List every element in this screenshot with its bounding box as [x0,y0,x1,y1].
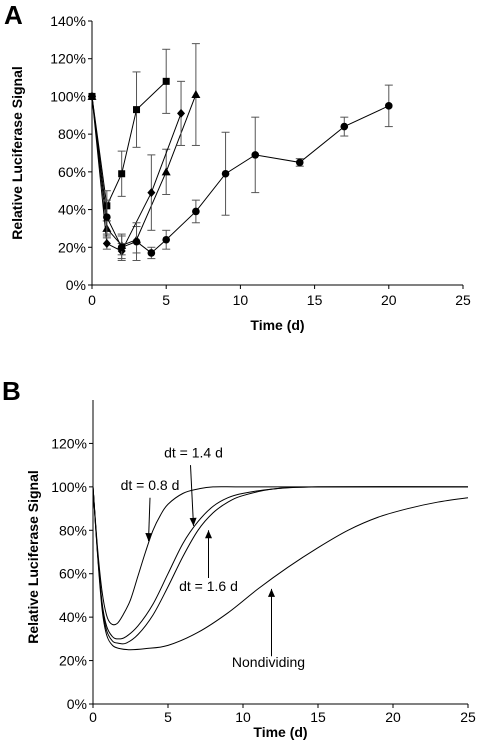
panel-a-point-square [162,77,170,85]
panel-a-y-tick-label: 140% [50,13,86,29]
panel-a-point-circle [103,213,111,221]
panel-b-y-axis-label: Relative Luciferase Signal [25,470,41,644]
panel-a-point-circle [117,243,126,252]
panel-b-y-tick-label: 60% [59,566,87,582]
panel-b-x-tick-label: 0 [89,709,97,725]
panel-a-point-circle [340,122,349,131]
panel-a-point-diamond [177,108,186,118]
panel-b-y-tick-label: 80% [59,522,87,538]
panel-b-curve [92,486,469,645]
panel-a-x-tick-label: 0 [88,292,96,308]
panel-b-x-tick-label: 10 [235,709,251,725]
panel-a-point-circle [132,237,141,246]
panel-b-x-axis-label: Time (d) [253,724,307,740]
panel-b-label-dt-1-4-arrow-head [189,517,197,526]
panel-a-x-tick-label: 15 [307,292,323,308]
panel-b-y-tick-label: 20% [59,653,87,669]
panel-b: B Relative Luciferase Signal Time (d) 0%… [2,376,476,740]
panel-b-x-tick-label: 20 [385,709,401,725]
panel-a-x-tick-label: 5 [162,292,170,308]
panel-b-label-nondividing: Nondividing [232,654,305,670]
panel-a-point-triangle [191,90,201,99]
panel-b-y-tick-label: 0% [67,696,87,712]
panel-b-x-tick-label: 15 [310,709,326,725]
panel-a-point-square [133,106,141,114]
panel-a-y-tick-label: 20% [58,239,86,255]
panel-a-marks [87,43,393,261]
panel-b-axes: 0% 20% 40% 60% 80% 100% 120% 0 5 10 15 20 25 [51,400,476,725]
panel-b-y-tick-label: 100% [51,479,87,495]
panel-b-x-tick-label: 25 [460,709,476,725]
panel-a-x-axis-label: Time (d) [250,317,304,333]
panel-a-point-circle [295,158,304,167]
panel-b-annotations: dt = 0.8 d dt = 1.4 d dt = 1.6 d Nondividin… [121,445,305,671]
panel-a: A Relative Luciferase Signal Time (d) 0%… [4,0,471,333]
panel-a-point-square [118,170,126,178]
panel-a-point-triangle [161,167,171,176]
panel-a-series-line [91,94,197,246]
panel-a-x-tick-label: 10 [233,292,249,308]
panel-b-label-dt-1-6-arrow-head [205,530,212,539]
panel-a-point-diamond [102,239,111,249]
panel-a-point-circle [385,102,393,110]
panel-a-y-axis-label: Relative Luciferase Signal [9,66,25,240]
panel-b-marks [92,486,469,651]
panel-a-point-diamond [147,188,156,198]
panel-b-label-nondividing-arrow-head [268,588,275,597]
panel-a-letter: A [4,0,23,30]
panel-a-y-tick-label: 40% [58,202,86,218]
panel-a-x-tick-label: 25 [455,292,471,308]
panel-a-point-circle [192,207,200,216]
panel-a-y-tick-label: 0% [66,277,86,293]
panel-a-point-circle [162,235,170,244]
panel-b-label-dt-1-4-arrow-line [190,465,194,526]
panel-a-y-tick-label: 60% [58,164,86,180]
panel-b-y-tick-label: 40% [59,609,87,625]
panel-b-label-dt-1-6: dt = 1.6 d [179,578,238,594]
panel-a-point-circle [88,92,96,101]
panel-b-label-dt-0-8-arrow-head [145,533,153,542]
panel-b-label-dt-0-8: dt = 0.8 d [121,477,180,493]
panel-a-y-tick-label: 80% [58,126,86,142]
panel-b-y-tick-label: 120% [51,435,87,451]
panel-a-point-circle [147,249,156,257]
panel-a-point-circle [251,151,260,159]
panel-b-curve [92,486,469,640]
panel-a-series-line [91,96,390,254]
panel-a-y-tick-label: 100% [50,88,86,104]
panel-b-letter: B [2,376,21,406]
panel-a-axes: 0% 20% 40% 60% 80% 100% 120% 140% 0 5 10 15 20 25 [50,13,471,308]
panel-a-y-tick-label: 120% [50,51,86,67]
panel-b-x-tick-label: 5 [164,709,172,725]
panel-b-curve [92,486,469,651]
panel-b-curve [92,486,468,626]
panel-b-label-dt-1-4: dt = 1.4 d [164,445,223,461]
panel-a-x-tick-label: 20 [381,292,397,308]
panel-a-point-circle [221,169,230,178]
